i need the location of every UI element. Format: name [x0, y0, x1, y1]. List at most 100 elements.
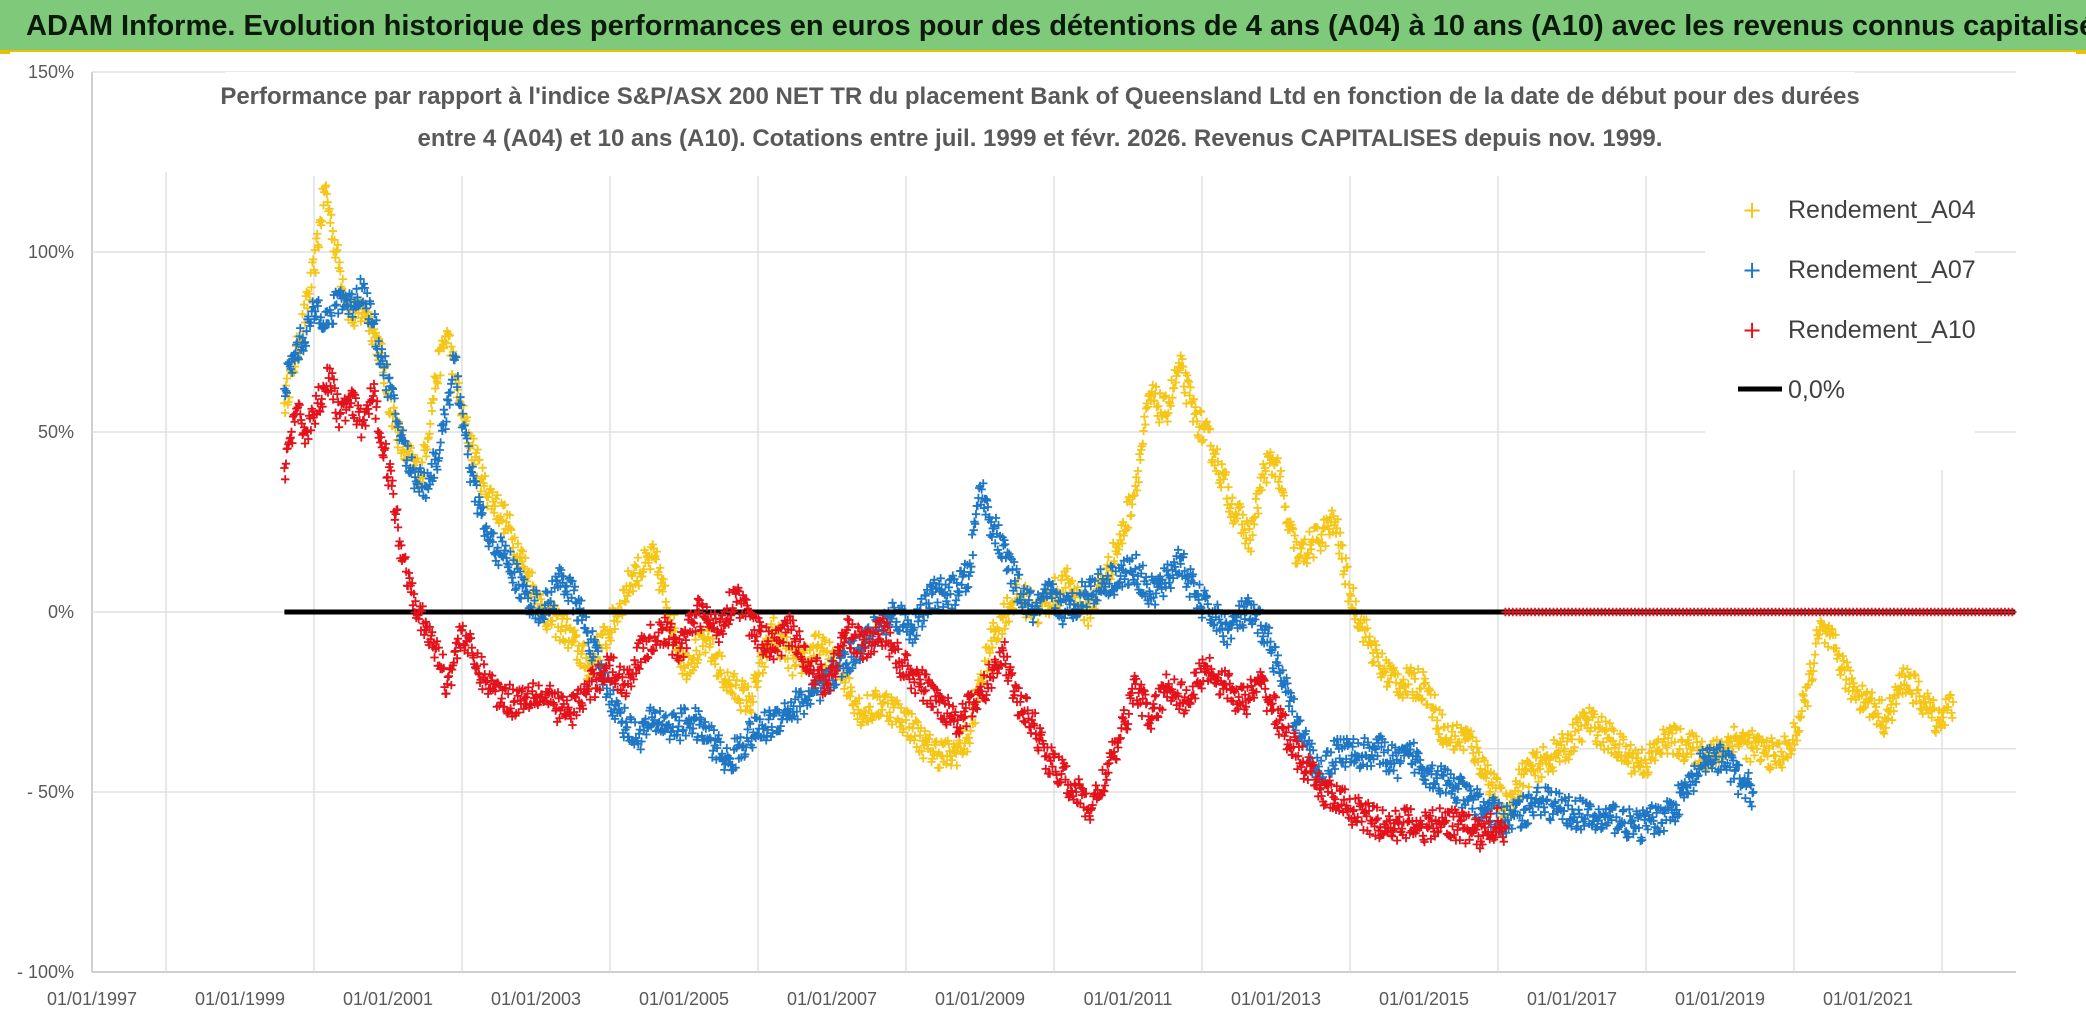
data-point-rendement_a04 — [1155, 418, 1164, 427]
data-point-rendement_a04 — [1756, 755, 1766, 764]
data-point-rendement_a07 — [1295, 731, 1304, 741]
data-point-rendement_a04 — [621, 597, 630, 606]
data-point-rendement_a07 — [1349, 734, 1358, 744]
data-point-rendement_a04 — [1809, 666, 1818, 676]
data-point-rendement_a04 — [371, 328, 380, 337]
data-point-rendement_a07 — [1173, 570, 1182, 580]
data-point-rendement_a04 — [861, 707, 870, 716]
data-point-rendement_a07 — [1428, 761, 1437, 770]
data-point-rendement_a04 — [1410, 674, 1420, 683]
data-point-rendement_a04 — [1313, 523, 1322, 532]
data-point-rendement_a07 — [462, 434, 472, 443]
data-point-rendement_a07 — [460, 421, 469, 430]
data-point-rendement_a04 — [1377, 649, 1387, 658]
data-point-rendement_a04 — [1141, 420, 1150, 429]
data-point-rendement_a04 — [1602, 725, 1611, 734]
data-point-rendement_a04 — [436, 371, 445, 380]
data-point-rendement_a07 — [688, 724, 698, 733]
data-point-rendement_a04 — [335, 258, 344, 267]
data-point-rendement_a07 — [1042, 592, 1052, 601]
data-point-rendement_a04 — [1133, 466, 1143, 476]
data-point-rendement_a04 — [1174, 368, 1183, 377]
data-point-rendement_a04 — [1808, 674, 1817, 684]
data-point-rendement_a07 — [1290, 719, 1299, 728]
data-point-rendement_a10 — [306, 426, 316, 435]
data-point-rendement_a04 — [1914, 677, 1923, 686]
data-point-rendement_a04 — [1414, 664, 1423, 674]
data-point-rendement_a07 — [1748, 788, 1757, 798]
data-point-rendement_a07 — [1264, 623, 1274, 632]
data-point-rendement_a07 — [568, 577, 577, 586]
data-point-rendement_a07 — [452, 353, 461, 362]
data-point-rendement_a10 — [317, 394, 326, 404]
data-point-rendement_a07 — [622, 723, 632, 732]
data-point-rendement_a07 — [760, 708, 769, 717]
data-point-rendement_a04 — [1362, 615, 1371, 624]
data-point-rendement_a04 — [475, 455, 484, 464]
data-point-rendement_a07 — [588, 627, 597, 636]
data-point-rendement_a04 — [632, 562, 641, 571]
data-point-rendement_a10 — [487, 671, 497, 680]
data-point-rendement_a07 — [679, 725, 688, 735]
data-point-rendement_a07 — [463, 450, 472, 459]
data-point-rendement_a04 — [1940, 720, 1950, 730]
data-point-rendement_a04 — [1184, 377, 1193, 387]
zero-line-marker — [2008, 607, 2017, 617]
data-point-rendement_a07 — [1396, 756, 1405, 766]
data-point-rendement_a04 — [1335, 549, 1344, 558]
data-point-rendement_a07 — [1172, 552, 1181, 561]
data-point-rendement_a07 — [681, 731, 690, 740]
data-point-rendement_a04 — [963, 747, 972, 756]
data-point-rendement_a04 — [1217, 460, 1227, 469]
data-point-rendement_a04 — [1758, 735, 1767, 744]
data-point-rendement_a10 — [467, 643, 477, 652]
data-point-rendement_a07 — [1574, 805, 1583, 814]
data-point-rendement_a04 — [1797, 706, 1806, 716]
data-point-rendement_a07 — [1266, 637, 1275, 646]
data-point-rendement_a07 — [806, 699, 815, 709]
data-point-rendement_a07 — [1659, 826, 1669, 836]
data-point-rendement_a10 — [386, 466, 396, 475]
data-point-rendement_a07 — [538, 613, 547, 623]
data-point-rendement_a07 — [793, 715, 802, 724]
data-point-rendement_a07 — [1127, 554, 1137, 563]
data-point-rendement_a07 — [388, 384, 397, 394]
data-point-rendement_a07 — [1137, 569, 1146, 578]
data-point-rendement_a04 — [1343, 562, 1352, 571]
data-point-rendement_a04 — [1670, 737, 1679, 747]
data-point-rendement_a04 — [1592, 740, 1601, 749]
data-point-rendement_a07 — [1729, 756, 1738, 765]
data-point-rendement_a07 — [374, 336, 383, 346]
data-point-rendement_a04 — [652, 547, 662, 556]
data-point-rendement_a04 — [1903, 664, 1912, 674]
data-point-rendement_a07 — [301, 341, 310, 351]
data-point-rendement_a07 — [421, 493, 430, 502]
data-point-rendement_a04 — [602, 643, 611, 652]
data-point-rendement_a04 — [326, 210, 336, 219]
data-point-rendement_a04 — [1675, 745, 1684, 754]
data-point-rendement_a04 — [1435, 705, 1444, 715]
data-point-rendement_a04 — [572, 631, 581, 640]
data-point-rendement_a07 — [1720, 761, 1730, 771]
data-point-rendement_a10 — [421, 617, 430, 626]
data-point-rendement_a07 — [441, 424, 450, 434]
data-point-rendement_a04 — [1419, 667, 1428, 677]
data-point-rendement_a04 — [1115, 530, 1124, 539]
data-point-rendement_a10 — [295, 400, 304, 410]
data-point-rendement_a10 — [458, 621, 467, 631]
data-point-rendement_a07 — [506, 547, 515, 556]
data-point-rendement_a07 — [1594, 805, 1603, 814]
data-point-rendement_a07 — [391, 409, 400, 419]
data-point-rendement_a04 — [769, 613, 778, 622]
data-point-rendement_a07 — [433, 465, 442, 474]
data-point-rendement_a07 — [1180, 566, 1189, 576]
data-point-rendement_a07 — [1060, 613, 1069, 623]
data-point-rendement_a10 — [304, 434, 313, 444]
data-point-rendement_a10 — [514, 708, 523, 717]
data-point-rendement_a10 — [499, 702, 509, 712]
data-point-rendement_a04 — [1000, 624, 1009, 633]
data-point-rendement_a04 — [1763, 752, 1772, 761]
data-point-rendement_a07 — [440, 410, 449, 419]
data-point-rendement_a10 — [300, 439, 310, 448]
data-point-rendement_a07 — [1068, 588, 1077, 598]
